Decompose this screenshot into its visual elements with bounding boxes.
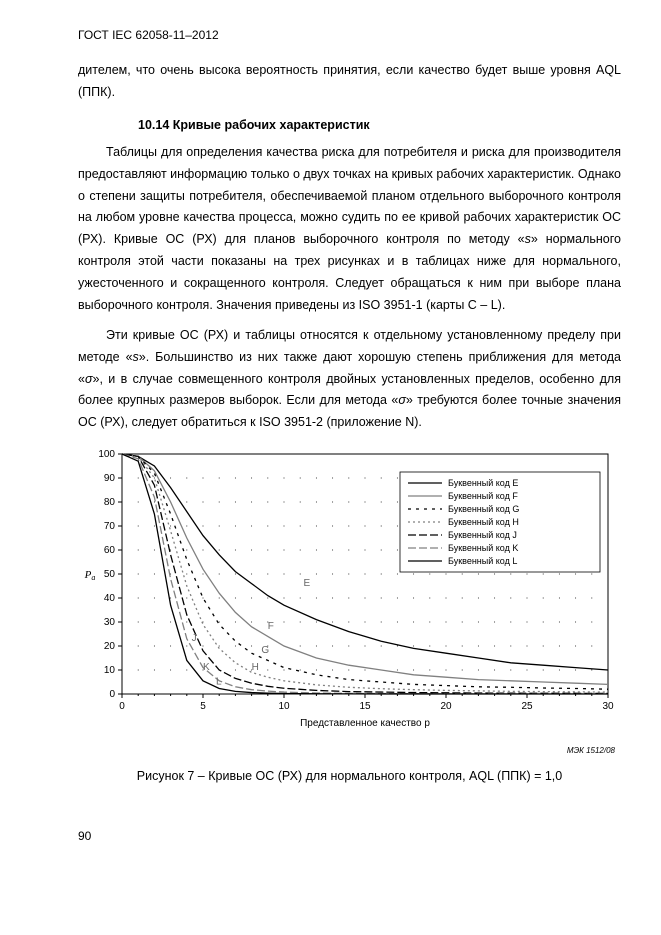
svg-text:F: F — [268, 621, 274, 632]
svg-text:30: 30 — [602, 701, 614, 712]
letter-sigma: σ — [85, 372, 93, 386]
svg-text:10: 10 — [104, 665, 116, 676]
paragraph-3: Эти кривые ОС (РХ) и таблицы относятся к… — [78, 325, 621, 434]
svg-text:40: 40 — [104, 593, 116, 604]
svg-text:0: 0 — [109, 689, 115, 700]
svg-text:K: K — [203, 662, 210, 673]
paragraph-1: дителем, что очень высока вероятность пр… — [78, 60, 621, 104]
svg-text:L: L — [216, 677, 222, 688]
svg-text:Буквенный код G: Буквенный код G — [448, 504, 519, 514]
svg-text:0: 0 — [119, 701, 125, 712]
mek-code: МЭК 1512/08 — [78, 746, 621, 755]
figure-caption: Рисунок 7 – Кривые ОС (РХ) для нормально… — [78, 769, 621, 783]
letter-sigma-2: σ — [398, 393, 406, 407]
doc-standard-header: ГОСТ IEC 62058-11–2012 — [78, 28, 621, 42]
svg-text:5: 5 — [200, 701, 206, 712]
svg-text:Pa: Pa — [84, 569, 96, 582]
paragraph-2: Таблицы для определения качества риска д… — [78, 142, 621, 317]
svg-text:100: 100 — [98, 449, 115, 460]
svg-text:Буквенный код K: Буквенный код K — [448, 543, 518, 553]
svg-text:20: 20 — [104, 641, 116, 652]
svg-text:20: 20 — [440, 701, 452, 712]
svg-text:Представленное качество p: Представленное качество p — [300, 718, 430, 729]
svg-text:H: H — [252, 662, 259, 673]
svg-text:15: 15 — [359, 701, 371, 712]
svg-text:80: 80 — [104, 497, 116, 508]
page-number: 90 — [78, 829, 621, 843]
svg-text:E: E — [303, 578, 310, 589]
svg-text:70: 70 — [104, 521, 116, 532]
svg-text:90: 90 — [104, 473, 116, 484]
svg-text:Буквенный код H: Буквенный код H — [448, 517, 519, 527]
svg-text:Буквенный код L: Буквенный код L — [448, 556, 517, 566]
svg-text:Буквенный код J: Буквенный код J — [448, 530, 517, 540]
svg-text:Буквенный код E: Буквенный код E — [448, 478, 518, 488]
svg-text:25: 25 — [521, 701, 533, 712]
svg-text:G: G — [261, 645, 269, 656]
svg-text:30: 30 — [104, 617, 116, 628]
svg-text:J: J — [192, 633, 197, 644]
svg-text:50: 50 — [104, 569, 116, 580]
svg-text:60: 60 — [104, 545, 116, 556]
svg-text:10: 10 — [278, 701, 290, 712]
section-title: 10.14 Кривые рабочих характеристик — [138, 118, 621, 132]
oc-curves-chart: 0 5 10 15 20 25 30 0 10 20 30 40 50 60 70 80 90 100 Pa Пред… — [78, 444, 621, 755]
svg-text:Буквенный код F: Буквенный код F — [448, 491, 518, 501]
